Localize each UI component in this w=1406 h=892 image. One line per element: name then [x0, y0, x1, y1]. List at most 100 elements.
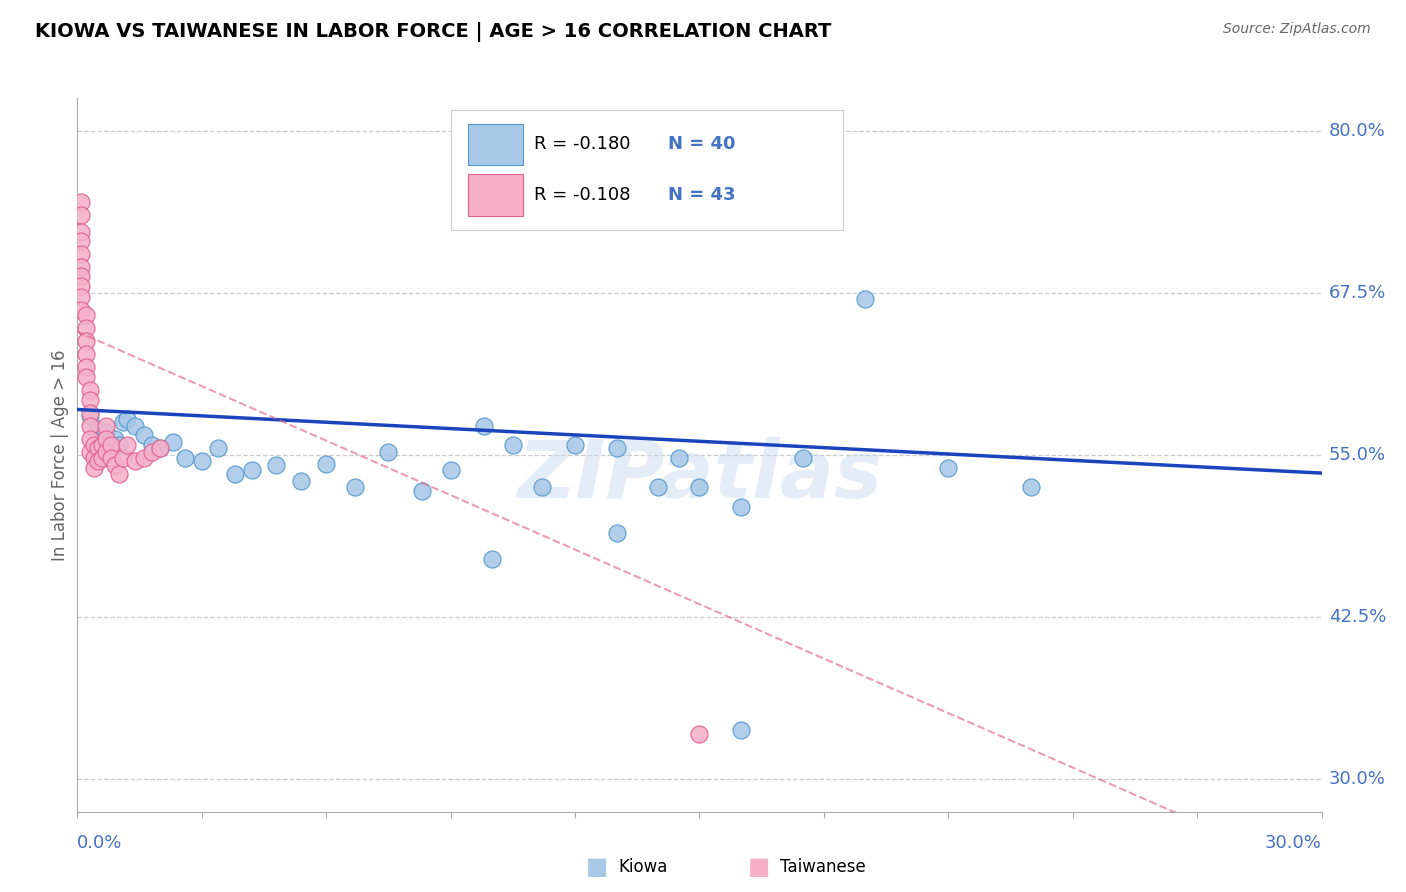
Point [87, 454, 110, 468]
Point [174, 450, 197, 465]
Point [70, 247, 93, 261]
Point [87, 442, 110, 456]
Point [440, 463, 463, 477]
Point [70, 268, 93, 283]
Point [87, 422, 110, 436]
Text: ZIPatlas: ZIPatlas [517, 437, 882, 516]
Point [689, 480, 711, 494]
Point [111, 416, 134, 430]
Point [70, 290, 93, 304]
Point [79, 409, 101, 423]
Point [689, 727, 711, 741]
Point [70, 302, 93, 317]
Point [96, 425, 118, 439]
Point [79, 419, 101, 434]
Point [124, 454, 146, 468]
FancyBboxPatch shape [468, 174, 523, 216]
Point [266, 458, 288, 473]
Point [606, 442, 628, 456]
Text: 30.0%: 30.0% [1265, 834, 1322, 852]
FancyBboxPatch shape [468, 123, 523, 165]
Point [132, 450, 155, 465]
Text: 42.5%: 42.5% [1329, 608, 1386, 626]
Point [75, 308, 97, 322]
Point [149, 442, 172, 456]
Text: Taiwanese: Taiwanese [780, 858, 866, 876]
Point [411, 484, 433, 499]
Point [96, 419, 118, 434]
Text: 0.0%: 0.0% [77, 834, 122, 852]
Point [668, 450, 690, 465]
Point [104, 458, 127, 473]
Text: R = -0.180: R = -0.180 [534, 136, 630, 153]
Point [115, 437, 138, 451]
Point [207, 442, 229, 456]
Point [75, 320, 97, 334]
Point [70, 208, 93, 222]
Point [70, 225, 93, 239]
Point [191, 454, 214, 468]
Point [315, 457, 337, 471]
Text: 55.0%: 55.0% [1329, 446, 1386, 464]
Point [79, 433, 101, 447]
Point [83, 437, 105, 451]
Text: N = 43: N = 43 [668, 186, 735, 204]
Point [377, 445, 399, 459]
Point [115, 411, 138, 425]
Text: N = 40: N = 40 [668, 136, 735, 153]
Point [290, 474, 312, 488]
Point [141, 437, 163, 451]
Point [79, 383, 101, 397]
Point [70, 279, 93, 293]
Point [79, 406, 101, 420]
Point [111, 450, 134, 465]
Text: R = -0.108: R = -0.108 [534, 186, 630, 204]
Point [730, 500, 752, 514]
Point [730, 723, 752, 737]
Y-axis label: In Labor Force | Age > 16: In Labor Force | Age > 16 [51, 349, 69, 561]
Point [224, 467, 246, 482]
Point [792, 450, 814, 465]
Point [606, 525, 628, 540]
Point [91, 437, 114, 451]
Point [124, 419, 146, 434]
Point [75, 359, 97, 374]
Point [132, 428, 155, 442]
Point [75, 370, 97, 384]
Text: Source: ZipAtlas.com: Source: ZipAtlas.com [1223, 22, 1371, 37]
Point [1021, 480, 1043, 494]
Point [83, 461, 105, 475]
Point [240, 463, 263, 477]
Point [79, 445, 101, 459]
Point [149, 442, 172, 456]
Point [938, 461, 960, 475]
Point [104, 433, 127, 447]
Point [647, 480, 669, 494]
Point [70, 194, 93, 209]
Point [75, 334, 97, 348]
Point [70, 260, 93, 274]
Point [96, 433, 118, 447]
Point [96, 445, 118, 459]
Text: 67.5%: 67.5% [1329, 284, 1386, 301]
Point [100, 437, 122, 451]
Point [344, 480, 367, 494]
Point [481, 551, 503, 566]
Point [141, 445, 163, 459]
Point [564, 437, 586, 451]
Point [108, 467, 131, 482]
Text: ■: ■ [586, 855, 609, 879]
Point [162, 434, 184, 449]
Point [79, 393, 101, 408]
Text: Kiowa: Kiowa [619, 858, 668, 876]
Text: KIOWA VS TAIWANESE IN LABOR FORCE | AGE > 16 CORRELATION CHART: KIOWA VS TAIWANESE IN LABOR FORCE | AGE … [35, 22, 831, 42]
Point [100, 450, 122, 465]
Point [91, 450, 114, 465]
Point [75, 347, 97, 361]
Point [472, 419, 495, 434]
FancyBboxPatch shape [451, 111, 842, 230]
Text: 80.0%: 80.0% [1329, 121, 1385, 139]
Point [502, 437, 524, 451]
Text: 30.0%: 30.0% [1329, 771, 1385, 789]
Point [70, 234, 93, 248]
